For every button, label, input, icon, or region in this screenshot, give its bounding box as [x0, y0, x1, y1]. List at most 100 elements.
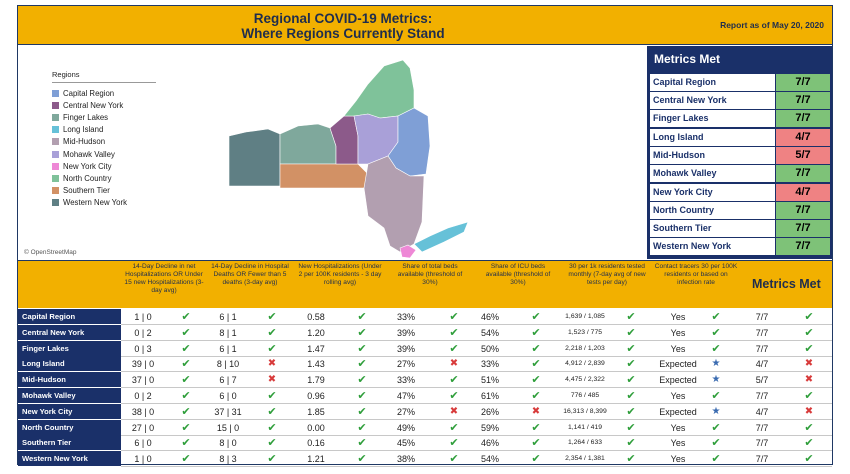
table-cell-value: 1 | 0 [134, 454, 152, 465]
table-cell-value: 1.43 [307, 359, 325, 370]
header-contact-tracers: Contact tracers 30 per 100K residents or… [654, 263, 738, 286]
table-row-region-name: Long Island [18, 356, 121, 373]
check-icon: ✔ [626, 390, 636, 402]
table-row-region-name: Mid-Hudson [18, 372, 121, 389]
legend-item: North Country [52, 172, 156, 184]
table-cell-value: 4,475 / 2,322 [565, 376, 605, 384]
table-cell-value: 2,354 / 1,381 [565, 455, 605, 463]
metrics-region-value: 7/7 [776, 110, 830, 127]
ny-state-map[interactable] [18, 46, 643, 259]
map-region-new-york-city[interactable] [399, 244, 417, 259]
legend-label: Finger Lakes [63, 112, 109, 122]
cross-icon: ✖ [531, 405, 541, 417]
check-icon: ✔ [449, 326, 459, 339]
table-cell-value: 0 | 2 [134, 327, 152, 338]
check-icon: ✔ [357, 390, 367, 402]
check-icon: ✔ [626, 437, 636, 450]
table-row-region-name: Finger Lakes [18, 340, 121, 357]
table-cell-value: Yes [670, 391, 686, 401]
table-cell-value: 7/7 [755, 438, 769, 449]
legend-swatch-capital-region [52, 89, 59, 97]
table-row-region-name: New York City [18, 403, 121, 420]
map-attribution[interactable]: © OpenStreetMap [24, 249, 77, 256]
check-icon: ✔ [449, 374, 459, 387]
table-cell-value: 6 | 0 [219, 391, 237, 401]
metrics-panel-row: Long Island 4/7 [650, 129, 830, 146]
legend-item: Central New York [52, 99, 156, 111]
table-cell-value: 39% [396, 343, 415, 354]
legend-label: Southern Tier [63, 186, 110, 196]
table-cell-value: Expected [659, 375, 697, 386]
table-row: Finger Lakes 0 | 3 ✔ 6 | 1 ✔ 1.47 ✔ 39% ✔ 50% ✔ 2,2… [18, 340, 832, 357]
star-icon: ★ [711, 374, 721, 386]
table-cell-value: 0 | 3 [134, 343, 152, 354]
check-icon: ✔ [267, 390, 277, 402]
table-cell-value: 7/7 [755, 391, 769, 401]
title-line-1: Regional COVID-19 Metrics: [253, 11, 433, 26]
legend-item: Mohawk Valley [52, 148, 156, 160]
check-icon: ✔ [357, 405, 367, 418]
table-row: Mid-Hudson 37 | 0 ✔ 6 | 7 ✖ 1.79 ✔ 33% ✔ 51% ✔ 4,47… [18, 372, 832, 389]
header-new-hospitalizations: New Hospitalizations (Under 2 per 100K r… [298, 263, 382, 286]
table-cell-value: 61% [480, 391, 499, 401]
table-cell-value: 7/7 [755, 454, 769, 465]
table-cell-value: 1,639 / 1,085 [565, 313, 605, 320]
check-icon: ✔ [181, 311, 191, 323]
legend-label: Capital Region [63, 88, 115, 98]
table-cell-value: Yes [670, 438, 686, 449]
check-icon: ✔ [626, 358, 636, 371]
dashboard-header: Regional COVID-19 Metrics: Where Regions… [18, 6, 832, 45]
table-cell-value: 4/7 [755, 406, 769, 417]
metrics-region-name: Long Island [650, 129, 775, 146]
check-icon: ✔ [804, 326, 814, 339]
check-icon: ✔ [181, 453, 191, 466]
legend-swatch-central-new-york [52, 101, 59, 109]
check-icon: ✔ [357, 326, 367, 339]
table-cell-value: 50% [480, 343, 499, 354]
table-row: New York City 38 | 0 ✔ 37 | 31 ✔ 1.85 ✔ 27% ✖ 26%… [18, 403, 832, 420]
map-region-southern-tier[interactable] [279, 163, 369, 189]
check-icon: ✔ [449, 453, 459, 466]
table-cell-value: Expected [659, 406, 697, 417]
table-row-cells: 39 | 0 ✔ 8 | 10 ✖ 1.43 ✔ 27% ✖ 33% ✔ 4,912 / 2,839… [121, 356, 832, 373]
metrics-panel-row: Mid-Hudson 5/7 [650, 147, 830, 164]
table-cell-value: 38% [396, 454, 415, 465]
table-cell-value: 0 | 2 [134, 391, 152, 401]
metrics-region-name: Central New York [650, 92, 775, 109]
map-region-capital-region[interactable] [387, 107, 431, 177]
check-icon: ✔ [181, 421, 191, 434]
check-icon: ✔ [531, 421, 541, 434]
check-icon: ✔ [626, 421, 636, 434]
title-line-2: Where Regions Currently Stand [241, 26, 445, 41]
table-row: Capital Region 1 | 0 ✔ 6 | 1 ✔ 0.58 ✔ 33% ✔ 46% ✔ 1… [18, 309, 832, 325]
map-region-finger-lakes[interactable] [279, 123, 337, 165]
check-icon: ✔ [531, 390, 541, 402]
legend-title: Regions [52, 70, 156, 83]
metrics-region-name: Capital Region [650, 74, 775, 91]
check-icon: ✔ [357, 374, 367, 387]
check-icon: ✔ [626, 453, 636, 466]
star-icon: ★ [711, 358, 721, 370]
map-region-north-country[interactable] [343, 59, 415, 119]
region-map[interactable]: Regions Capital Region Central New York … [18, 46, 643, 259]
table-cell-value: 7/7 [755, 422, 769, 433]
legend-label: Western New York [63, 198, 127, 208]
metrics-table-header: 14-Day Decline in net Hospitalizations O… [18, 260, 832, 308]
metrics-panel-row: North Country 7/7 [650, 202, 830, 219]
table-cell-value: 2,218 / 1,203 [565, 344, 605, 352]
table-cell-value: 39 | 0 [131, 359, 155, 370]
map-region-western-new-york[interactable] [228, 128, 281, 187]
cross-icon: ✖ [449, 358, 459, 370]
table-cell-value: 26% [480, 406, 499, 417]
check-icon: ✔ [357, 421, 367, 434]
metrics-region-value: 7/7 [776, 74, 830, 91]
table-cell-value: 1,523 / 775 [567, 328, 602, 336]
metrics-panel-row: Capital Region 7/7 [650, 74, 830, 91]
table-cell-value: 33% [480, 359, 499, 370]
metrics-region-name: Finger Lakes [650, 110, 775, 127]
table-cell-value: 8 | 10 [216, 359, 240, 370]
map-region-long-island[interactable] [413, 221, 469, 253]
check-icon: ✔ [804, 342, 814, 355]
table-cell-value: 45% [396, 438, 415, 449]
legend-item: Capital Region [52, 87, 156, 99]
